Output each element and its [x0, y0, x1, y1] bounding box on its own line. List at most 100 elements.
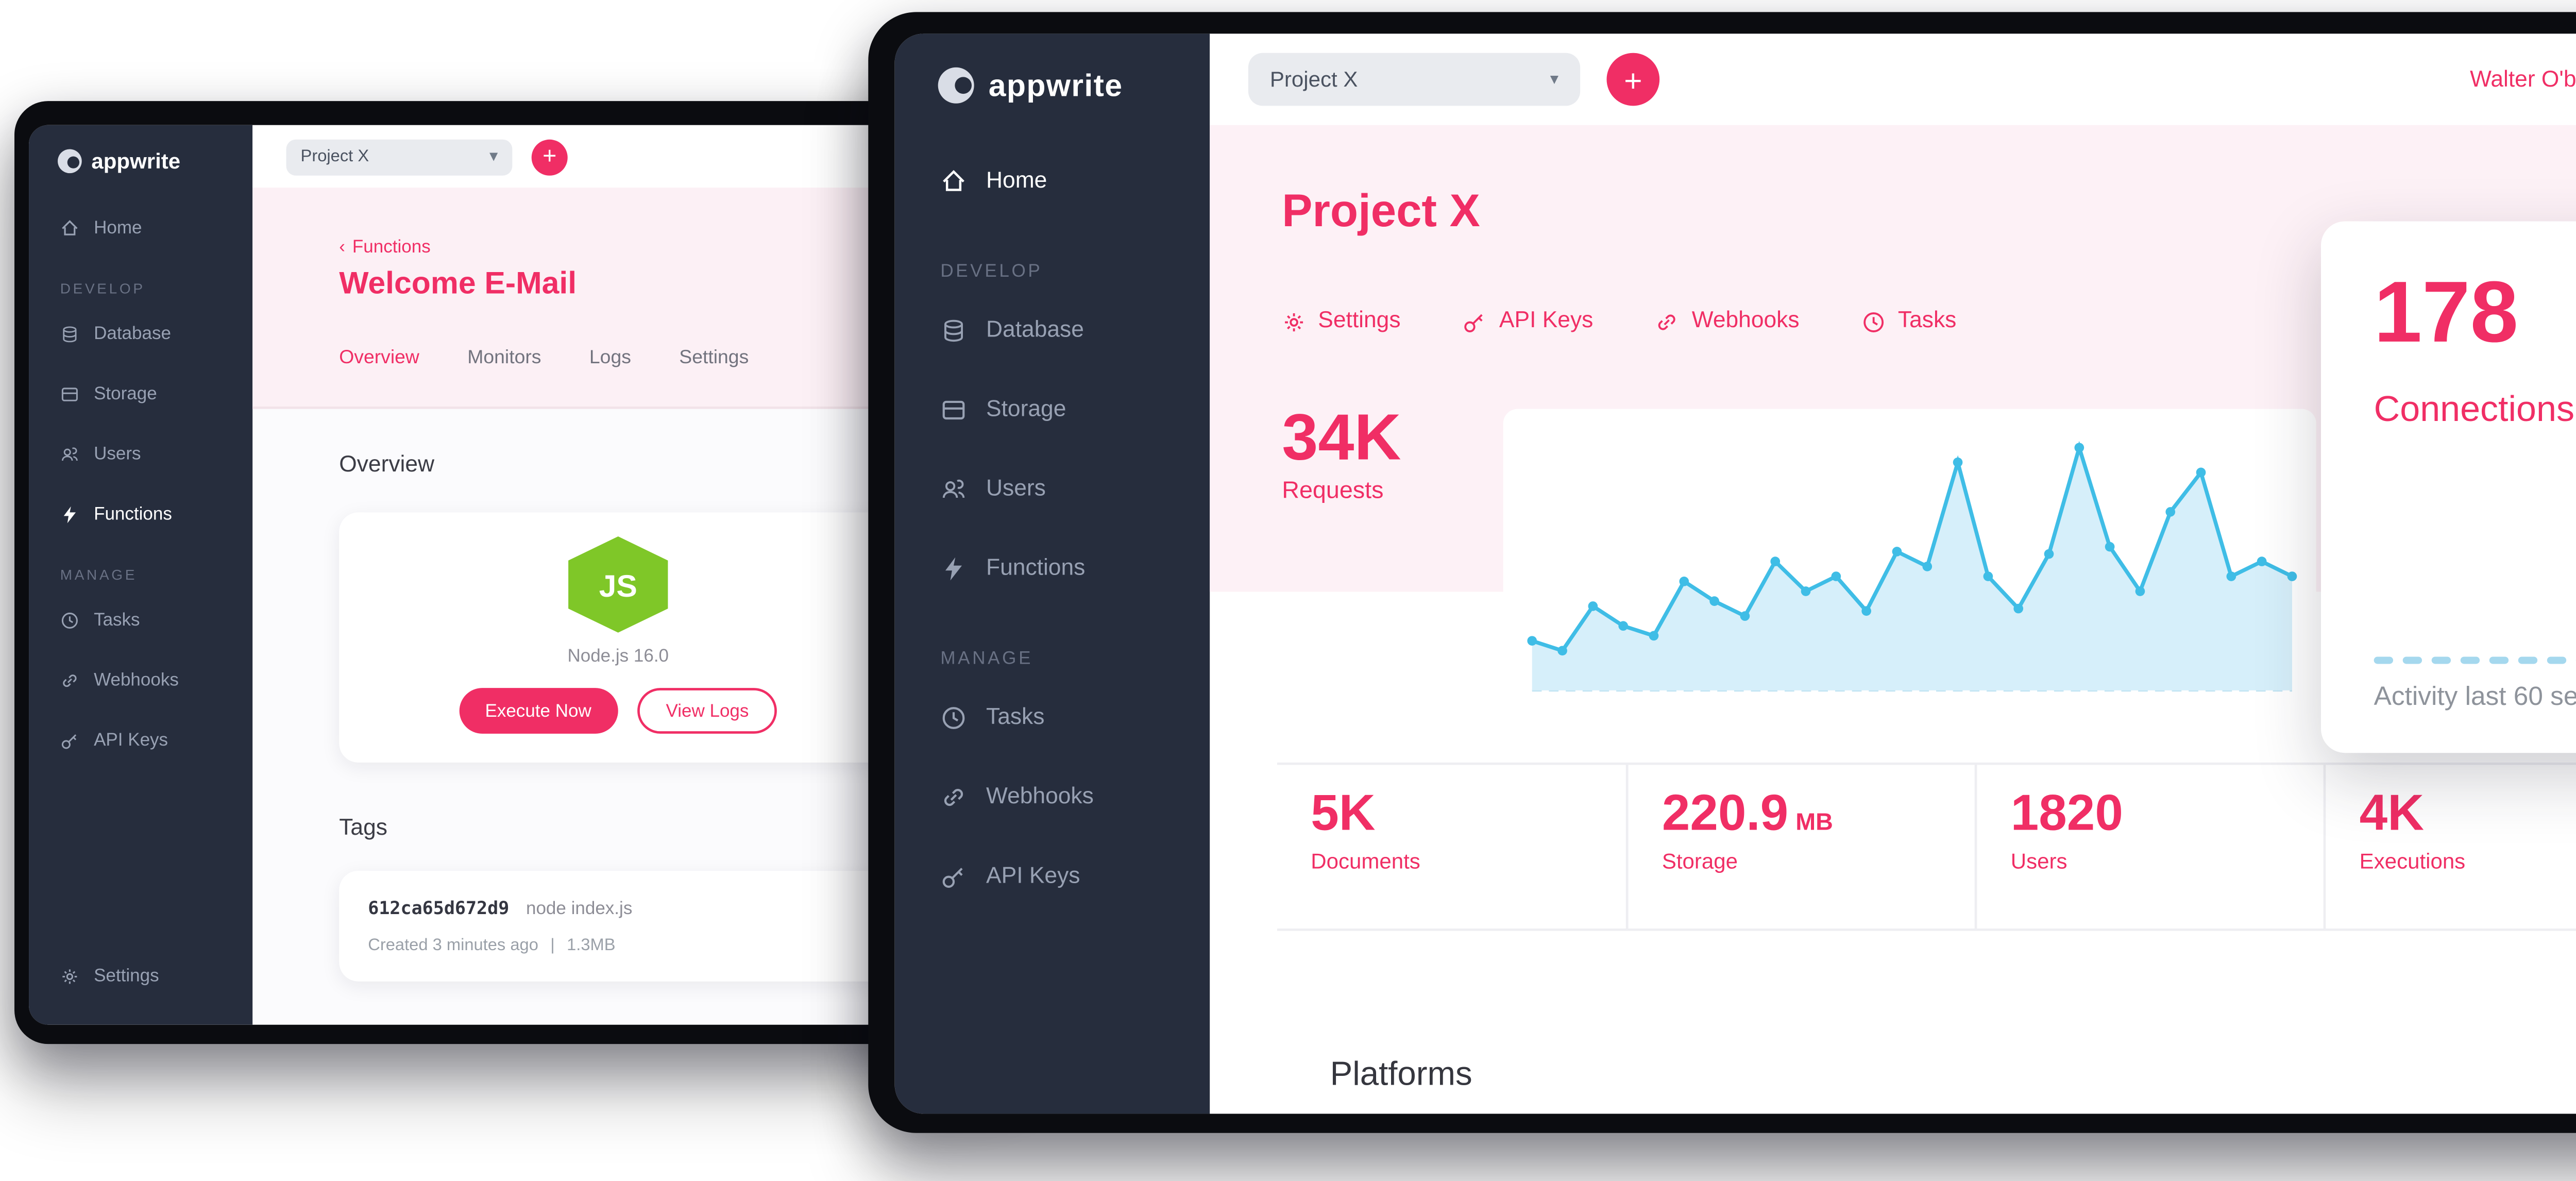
storage-icon [940, 397, 967, 423]
chevron-left-icon: ‹ [339, 235, 345, 258]
sidebar-item-home[interactable]: Home [895, 142, 1210, 221]
home-icon [940, 168, 967, 195]
left-sidebar: appwrite Home DEVELOP Database Storage Users… [29, 125, 253, 1025]
sidebar-item-functions[interactable]: Functions [895, 529, 1210, 609]
add-project-button[interactable]: + [1606, 53, 1660, 106]
center-topbar: Project X ▾ + Walter O'brian WO [1210, 33, 2576, 125]
tag-created: Created 3 minutes ago [368, 938, 538, 955]
database-icon [940, 317, 967, 344]
platforms-heading: Platforms [1330, 1053, 1472, 1092]
overview-heading: Overview [339, 452, 435, 479]
user-name[interactable]: Walter O'brian [2470, 66, 2576, 93]
stat-executions: 4K Executions [2323, 765, 2576, 929]
nodejs-logo-icon: JS [568, 536, 668, 633]
sidebar-item-settings[interactable]: Settings [29, 946, 252, 1006]
webhooks-icon [940, 784, 967, 811]
tab-monitors[interactable]: Monitors [467, 346, 541, 368]
project-selector-dropdown[interactable]: Project X ▾ [1248, 53, 1581, 106]
appwrite-logo[interactable]: appwrite [29, 125, 252, 178]
connections-caption: Activity last 60 seconds [2374, 683, 2576, 712]
webhooks-icon [60, 670, 79, 689]
storage-icon [60, 384, 79, 403]
project-menu: Settings API Keys Webhooks Tasks [1282, 308, 1956, 334]
tab-logs[interactable]: Logs [589, 346, 631, 368]
functions-icon [940, 555, 967, 582]
clock-icon [1862, 309, 1886, 333]
execute-now-button[interactable]: Execute Now [459, 688, 618, 734]
sidebar-item-storage[interactable]: Storage [895, 370, 1210, 450]
project-menu-api-keys[interactable]: API Keys [1463, 308, 1593, 334]
tag-id: 612ca65d672d9 [368, 897, 510, 919]
center-device-frame: appwrite Home DEVELOP Database Storage Users… [868, 12, 2576, 1133]
sidebar-item-users[interactable]: Users [895, 450, 1210, 529]
tag-command: node index.js [526, 897, 633, 919]
tasks-icon [940, 705, 967, 731]
connections-bar [2518, 656, 2538, 664]
left-app-window: appwrite Home DEVELOP Database Storage Users… [29, 125, 1010, 1025]
connections-card: 178 Connections Activity last 60 seconds [2320, 221, 2576, 753]
tasks-icon [60, 610, 79, 629]
function-content: Overview JS Node.js 16.0 Execute Now Vie… [252, 409, 1010, 1025]
gear-icon [60, 966, 79, 985]
sidebar-section-heading: MANAGE [60, 570, 138, 585]
functions-icon [60, 504, 79, 523]
tag-size: 1.3MB [567, 938, 616, 955]
sidebar-section-heading: MANAGE [940, 647, 1033, 669]
stat-storage: 220.9 MB Storage [1625, 765, 1975, 929]
project-menu-settings[interactable]: Settings [1282, 308, 1401, 334]
sidebar-section-heading: DEVELOP [60, 283, 145, 298]
requests-chart [1503, 409, 2316, 715]
tab-settings[interactable]: Settings [679, 346, 749, 368]
view-logs-button[interactable]: View Logs [637, 688, 778, 734]
sidebar-item-webhooks[interactable]: Webhooks [29, 649, 252, 710]
users-icon [60, 444, 79, 463]
project-menu-webhooks[interactable]: Webhooks [1656, 308, 1800, 334]
sidebar-item-tasks[interactable]: Tasks [29, 589, 252, 650]
appwrite-logo-text: appwrite [91, 149, 181, 174]
project-selector-dropdown[interactable]: Project X ▾ [286, 138, 513, 175]
sidebar-item-api-keys[interactable]: API Keys [29, 710, 252, 770]
link-icon [1656, 309, 1680, 333]
home-icon [60, 217, 79, 237]
sidebar-item-tasks[interactable]: Tasks [895, 678, 1210, 757]
page-title: Project X [1282, 188, 1480, 239]
center-sidebar-nav: Home DEVELOP Database Storage Users Functions… [895, 142, 1210, 916]
sidebar-item-storage[interactable]: Storage [29, 363, 252, 424]
chevron-down-icon: ▾ [489, 149, 498, 166]
requests-value: 34K [1282, 401, 1401, 474]
runtime-card: JS Node.js 16.0 Execute Now View Logs [339, 512, 897, 763]
add-project-button[interactable]: + [531, 138, 568, 175]
connections-bar [2431, 656, 2451, 664]
gear-icon [1282, 309, 1306, 333]
center-sidebar: appwrite Home DEVELOP Database Storage Users… [894, 33, 1210, 1114]
appwrite-logo-icon [58, 149, 82, 174]
key-icon [1463, 309, 1487, 333]
tags-heading: Tags [339, 815, 387, 842]
tab-overview[interactable]: Overview [339, 346, 419, 368]
sidebar-item-functions[interactable]: Functions [29, 483, 252, 544]
sidebar-section-heading: DEVELOP [940, 260, 1043, 282]
sidebar-item-database[interactable]: Database [29, 303, 252, 363]
connections-bar [2402, 656, 2422, 664]
apikeys-icon [60, 730, 79, 749]
sidebar-item-api-keys[interactable]: API Keys [895, 837, 1210, 917]
sidebar-item-webhooks[interactable]: Webhooks [895, 758, 1210, 837]
left-sidebar-footer: Settings [29, 946, 252, 1006]
apikeys-icon [940, 864, 967, 890]
left-device-frame: appwrite Home DEVELOP Database Storage Users… [14, 101, 1025, 1044]
appwrite-logo-icon [938, 67, 974, 104]
project-menu-tasks[interactable]: Tasks [1862, 308, 1956, 334]
appwrite-logo[interactable]: appwrite [895, 33, 1210, 113]
function-tabs: Overview Monitors Logs Settings [339, 346, 749, 368]
sidebar-item-database[interactable]: Database [895, 291, 1210, 370]
connections-bar [2489, 656, 2509, 664]
tag-card[interactable]: 612ca65d672d9 node index.js Created 3 mi… [339, 870, 897, 982]
connections-bar-chart [2374, 577, 2576, 664]
sidebar-item-home[interactable]: Home [29, 197, 252, 258]
connections-bar [2374, 656, 2394, 664]
breadcrumb[interactable]: ‹ Functions [339, 235, 431, 258]
users-icon [940, 476, 967, 502]
center-app-window: appwrite Home DEVELOP Database Storage Users… [894, 33, 2576, 1114]
sidebar-item-users[interactable]: Users [29, 424, 252, 484]
